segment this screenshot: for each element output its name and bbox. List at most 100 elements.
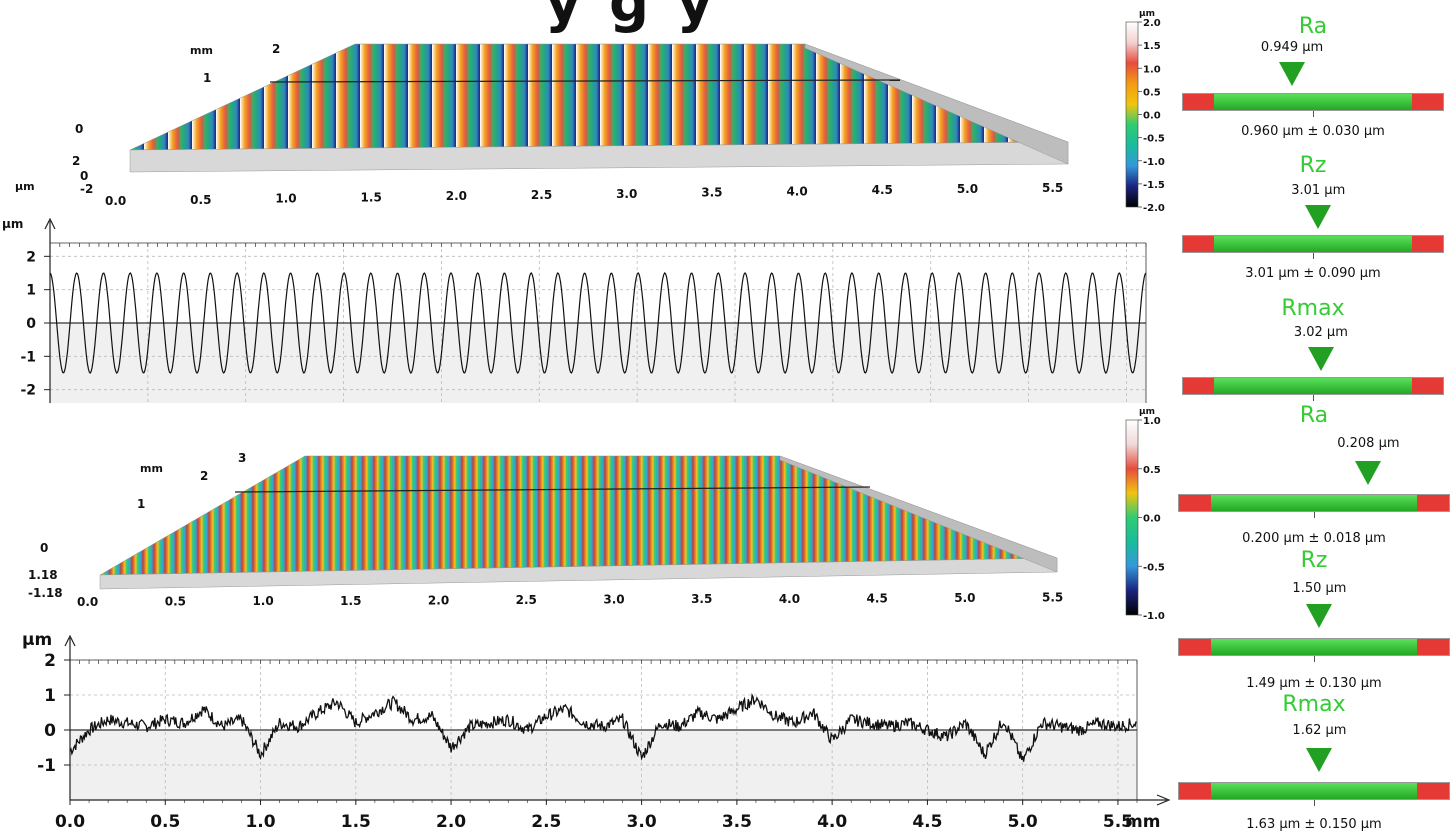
x-axis-arrow: [1156, 794, 1171, 806]
gauge-out-of-range-low: [1179, 639, 1212, 655]
colorbar-unit: µm: [1139, 407, 1155, 417]
surface-right-side: [779, 455, 1058, 573]
x-tick-label: 4.0: [786, 184, 807, 198]
y-tick-label: -2: [20, 383, 36, 399]
gauge-nominal-tick: [1313, 395, 1314, 401]
x-tick-label: 0.5: [190, 193, 211, 207]
x-tick-label: 1.0: [275, 192, 296, 206]
z-tick-label: 0: [80, 169, 88, 183]
gauge-marker-triangle: [1355, 461, 1382, 485]
y-tick-label: 2: [200, 469, 208, 483]
x-tick-label: 3.5: [701, 186, 722, 200]
colorbar-tick-label: 0.0: [1143, 514, 1161, 525]
x-tick-label: 1.0: [245, 812, 275, 832]
colorbar-top: µm2.0 1.5 1.0 0.5 0.0 -0.5 -1.0 -1.5 -2.0: [1125, 9, 1165, 214]
x-tick-label: 2.0: [436, 812, 466, 832]
x-tick-label: 1.5: [340, 594, 361, 608]
gauge-measured-value: 3.01 µm: [1291, 183, 1346, 198]
y-tick-label: -1: [37, 756, 56, 776]
x-tick-label: 5.0: [1008, 812, 1038, 832]
gauge-in-range: [1214, 378, 1412, 394]
gauge-tolerance-bar: [1178, 638, 1450, 656]
profile-cut-line: [234, 486, 871, 493]
y-axis-arrow: [64, 634, 76, 647]
gauge-nominal-tick: [1313, 253, 1314, 259]
gauge-in-range: [1211, 783, 1417, 799]
x-tick-label: 2.0: [446, 189, 467, 203]
gauge-in-range: [1214, 94, 1412, 110]
gauge-marker-triangle: [1306, 748, 1333, 772]
y-tick-label: 2: [272, 42, 280, 56]
gauge-measured-value: 1.62 µm: [1292, 723, 1347, 738]
gauge-title: Ra: [1298, 14, 1328, 39]
colorbar-tick-label: -2.0: [1143, 203, 1165, 214]
y-unit-label: mm: [190, 44, 213, 57]
x-tick-label: 1.0: [252, 594, 273, 608]
gauge-measured-value: 0.208 µm: [1337, 436, 1400, 451]
gauge-measured-value: 0.949 µm: [1260, 40, 1324, 55]
y-tick-label: 1: [137, 497, 145, 511]
profile-series-line: [69, 692, 1137, 762]
z-unit-label: µm: [15, 180, 35, 193]
gauge-out-of-range-high: [1416, 783, 1449, 799]
x-tick-label: 1.5: [361, 190, 382, 204]
gauge-out-of-range-high: [1411, 378, 1443, 394]
gauge-title: Rz: [1300, 548, 1328, 573]
gauge-nominal-tick: [1314, 656, 1315, 662]
profile-series-line: [49, 272, 1147, 374]
gauge-tolerance-bar: [1178, 494, 1450, 512]
colorbar-unit: µm: [1139, 9, 1155, 19]
x-axis-label: mm: [1125, 812, 1160, 832]
gauge-out-of-range-low: [1183, 378, 1215, 394]
gauge-tolerance-bar: [1178, 782, 1450, 800]
x-tick-label: 5.5: [1042, 591, 1063, 605]
surface-3d-top: 0.0 0.5 1.0 1.5 2.0 2.5 3.0 3.5 4.0 4.5 5.0 5.5 0 1 2 m…: [15, 42, 1069, 208]
x-tick-label: 4.0: [817, 812, 847, 832]
y-axis-arrow: [44, 218, 56, 230]
page-title-partial: y g y: [545, 0, 718, 35]
gauge-measured-value: 3.02 µm: [1293, 325, 1348, 340]
x-tick-label: 5.5: [1042, 181, 1063, 195]
gauge-nominal-tick: [1314, 800, 1315, 806]
gauge-out-of-range-high: [1416, 639, 1449, 655]
x-tick-label: 2.0: [428, 593, 449, 607]
gauge-title: Rz: [1299, 153, 1327, 178]
gauge-tolerance-label: 1.49 µm ± 0.130 µm: [1246, 676, 1382, 691]
colorbar-tick-label: -1.5: [1143, 180, 1165, 191]
x-tick-label: 5.0: [954, 591, 975, 605]
gauge-tolerance-label: 3.01 µm ± 0.090 µm: [1245, 266, 1381, 281]
y-unit-label: mm: [140, 462, 163, 475]
x-tick-label: 0.0: [77, 595, 98, 609]
surface-3d-bottom: 0.0 0.5 1.0 1.5 2.0 2.5 3.0 3.5 4.0 4.5 5.0 5.5 0 1 2 3…: [28, 451, 1063, 609]
surface-plane: [99, 455, 1058, 576]
gauge-out-of-range-high: [1416, 495, 1449, 511]
gauge-out-of-range-high: [1411, 236, 1443, 252]
y-tick-label: 3: [238, 451, 246, 465]
gauge-marker-triangle: [1279, 62, 1306, 86]
colorbar-tick-label: -0.5: [1143, 134, 1165, 145]
gauge-nominal-tick: [1313, 111, 1314, 117]
colorbar-tick-label: 2.0: [1143, 18, 1161, 29]
gauge-title: Rmax: [1282, 692, 1346, 717]
gauge-tolerance-bar: [1182, 93, 1444, 111]
gauge-title: Ra: [1299, 403, 1329, 428]
y-tick-label: -1: [20, 349, 36, 365]
x-tick-label: 3.5: [722, 812, 752, 832]
z-tick-label: -1.18: [28, 586, 63, 600]
gauge-out-of-range-low: [1183, 236, 1215, 252]
gauge-tolerance-label: 0.960 µm ± 0.030 µm: [1241, 124, 1385, 139]
gauge-out-of-range-low: [1183, 94, 1215, 110]
colorbar-tick-label: -1.0: [1143, 157, 1165, 168]
z-tick-label: 1.18: [28, 568, 58, 582]
gauge-out-of-range-low: [1179, 495, 1212, 511]
surface-right-side: [804, 43, 1069, 165]
y-tick-label: 0: [26, 316, 36, 332]
x-tick-label: 0.0: [55, 812, 85, 832]
colorbar-tick-label: 0.5: [1143, 87, 1161, 98]
profile-chart-top: µm 2 1 0 -1 -2: [2, 218, 1147, 403]
x-tick-label: 4.5: [912, 812, 942, 832]
y-axis-label: µm: [22, 630, 52, 650]
gauge-nominal-tick: [1314, 512, 1315, 518]
colorbar-gradient: [1125, 419, 1139, 616]
colorbar-bottom: µm1.0 0.5 0.0 -0.5 -1.0: [1125, 407, 1165, 620]
